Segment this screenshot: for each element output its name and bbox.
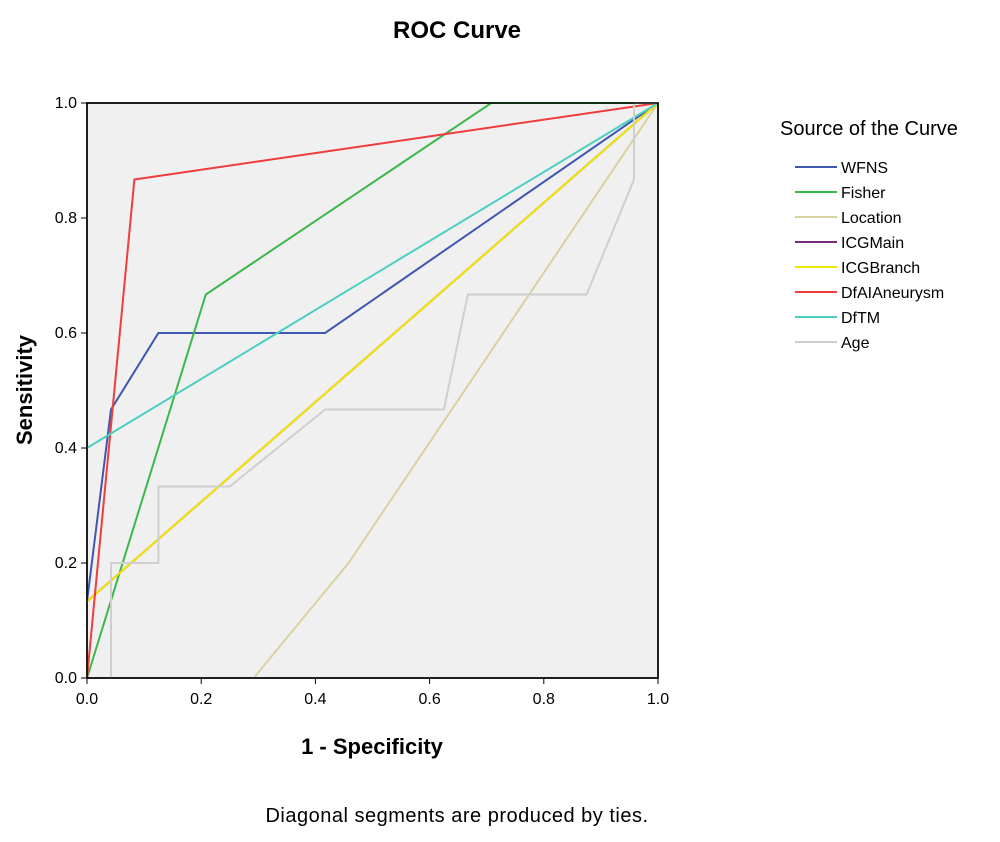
x-tick-label: 0.4 xyxy=(304,691,326,708)
series-line-location xyxy=(252,102,659,679)
series-line-dfaianeurysm xyxy=(86,102,659,679)
legend-label-dftm: DfTM xyxy=(841,310,880,327)
y-tick-label: 0.0 xyxy=(55,670,77,687)
legend-label-icgmain: ICGMain xyxy=(841,235,904,252)
legend-label-wfns: WFNS xyxy=(841,160,888,177)
y-axis: 0.0 0.2 0.4 0.6 0.8 1.0 xyxy=(55,95,87,687)
legend-label-fisher: Fisher xyxy=(841,185,886,202)
legend-label-dfaianeurysm: DfAIAneurysm xyxy=(841,285,944,302)
x-tick-label: 0.0 xyxy=(76,691,98,708)
footnote: Diagonal segments are produced by ties. xyxy=(265,805,648,827)
y-axis-title: Sensitivity xyxy=(12,334,37,445)
series-line-icgbranch xyxy=(86,102,659,603)
x-axis: 0.0 0.2 0.4 0.6 0.8 1.0 xyxy=(76,678,669,708)
chart-title: ROC Curve xyxy=(393,17,521,44)
x-tick-label: 0.6 xyxy=(418,691,440,708)
plot-border xyxy=(86,102,659,679)
y-tick-label: 0.8 xyxy=(55,210,77,227)
series-line-age xyxy=(110,102,658,678)
legend-title: Source of the Curve xyxy=(780,118,958,140)
legend: WFNS Fisher Location ICGMain ICGBranch DfAIAn… xyxy=(795,160,944,352)
x-tick-label: 0.2 xyxy=(190,691,212,708)
series-line-wfns xyxy=(86,102,659,602)
y-tick-label: 1.0 xyxy=(55,95,77,112)
legend-label-location: Location xyxy=(841,210,902,227)
legend-label-icgbranch: ICGBranch xyxy=(841,260,920,277)
x-tick-label: 1.0 xyxy=(647,691,669,708)
x-tick-label: 0.8 xyxy=(533,691,555,708)
legend-label-age: Age xyxy=(841,335,870,352)
y-tick-label: 0.6 xyxy=(55,325,77,342)
plot-area xyxy=(86,102,659,679)
y-tick-label: 0.4 xyxy=(55,440,77,457)
x-axis-title: 1 - Specificity xyxy=(301,734,444,759)
y-tick-label: 0.2 xyxy=(55,555,77,572)
series-line-dftm xyxy=(86,102,659,449)
